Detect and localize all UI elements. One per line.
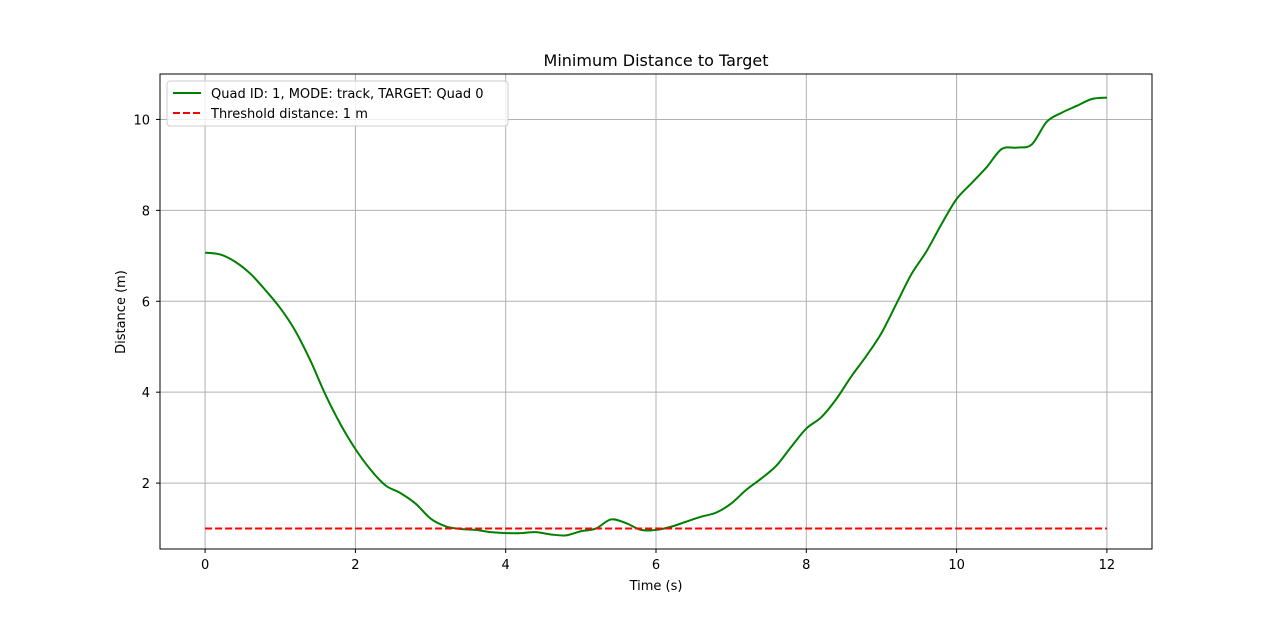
track-distance-line bbox=[204, 96, 1107, 537]
x-tick-label: 6 bbox=[652, 558, 660, 573]
y-tick-label: 10 bbox=[133, 113, 150, 128]
y-tick-label: 2 bbox=[142, 477, 150, 492]
legend: Quad ID: 1, MODE: track, TARGET: Quad 0 … bbox=[166, 80, 509, 127]
plot-series bbox=[204, 96, 1107, 537]
y-tick-label: 4 bbox=[142, 386, 150, 401]
y-axis-label: Distance (m) bbox=[114, 270, 129, 354]
chart-title: Minimum Distance to Target bbox=[544, 51, 769, 70]
x-tick-label: 0 bbox=[201, 558, 209, 573]
x-tick-label: 12 bbox=[1099, 558, 1116, 573]
axis-ticks: 0 2 4 6 8 10 12 2 4 6 8 10 bbox=[133, 113, 1115, 573]
legend-label-track-series: Quad ID: 1, MODE: track, TARGET: Quad 0 bbox=[211, 87, 484, 102]
y-tick-label: 6 bbox=[142, 295, 150, 310]
x-tick-label: 4 bbox=[502, 558, 510, 573]
x-tick-label: 10 bbox=[948, 558, 965, 573]
y-tick-label: 8 bbox=[142, 204, 150, 219]
x-axis-label: Time (s) bbox=[629, 579, 683, 594]
legend-box bbox=[166, 80, 509, 127]
x-tick-label: 8 bbox=[802, 558, 810, 573]
legend-label-threshold: Threshold distance: 1 m bbox=[210, 107, 368, 122]
x-tick-label: 2 bbox=[351, 558, 359, 573]
